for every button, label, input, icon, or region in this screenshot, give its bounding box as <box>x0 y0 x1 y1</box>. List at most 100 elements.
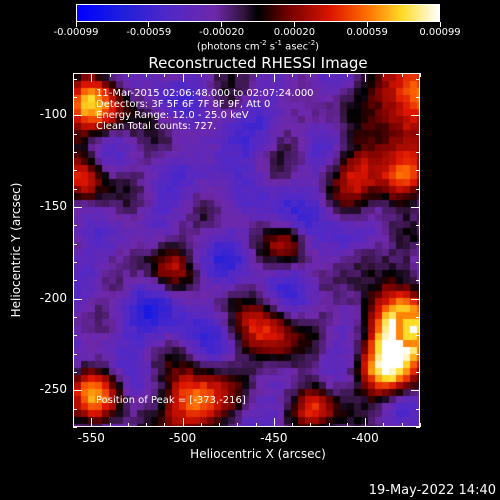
unit-text: (photons cm <box>196 41 260 53</box>
y-minor-tick <box>416 206 420 208</box>
x-tick-label: -500 <box>168 431 197 445</box>
colorbar-tick-label: -0.00020 <box>199 27 245 38</box>
rhessi-image <box>74 74 419 426</box>
y-minor-tick <box>73 206 77 208</box>
y-minor-tick <box>416 427 420 428</box>
x-minor-tick <box>383 73 385 77</box>
y-minor-tick <box>416 78 420 80</box>
x-minor-tick <box>273 73 275 77</box>
peak-position-label: Position of Peak = [-373,-216] <box>96 395 246 406</box>
x-tick <box>91 418 93 427</box>
y-tick <box>73 115 82 117</box>
y-minor-tick <box>73 390 77 392</box>
x-minor-tick <box>346 73 348 77</box>
y-tick <box>73 298 82 300</box>
unit-exponent: -1 <box>275 39 283 47</box>
chart-title: Reconstructed RHESSI Image <box>148 54 368 72</box>
x-minor-tick <box>273 423 275 427</box>
y-tick <box>411 298 420 300</box>
plot-area: 11-Mar-2015 02:06:48.000 to 02:07:24.000… <box>73 73 420 427</box>
y-minor-tick <box>73 371 77 373</box>
colorbar <box>76 4 440 22</box>
x-minor-tick <box>109 73 111 77</box>
y-minor-tick <box>73 316 77 318</box>
y-minor-tick <box>416 151 420 153</box>
y-minor-tick <box>73 225 77 227</box>
unit-exponent: -2 <box>259 39 267 47</box>
y-tick <box>73 206 82 208</box>
x-minor-tick <box>200 423 202 427</box>
x-minor-tick <box>346 423 348 427</box>
y-minor-tick <box>416 261 420 263</box>
y-tick <box>411 206 420 208</box>
y-minor-tick <box>73 115 77 117</box>
x-tick-label: -400 <box>351 431 379 445</box>
x-minor-tick <box>219 423 221 427</box>
colorbar-tick-label: 0.00059 <box>346 27 388 38</box>
x-minor-tick <box>292 423 294 427</box>
x-minor-tick <box>237 423 239 427</box>
unit-text: asec <box>282 41 309 53</box>
x-tick <box>91 73 93 82</box>
y-minor-tick <box>416 353 420 355</box>
y-minor-tick <box>73 96 77 98</box>
y-minor-tick <box>416 243 420 245</box>
x-minor-tick <box>328 73 330 77</box>
clean-counts-label: Clean Total counts: 727. <box>96 121 217 132</box>
x-tick <box>182 73 184 82</box>
x-minor-tick <box>310 423 312 427</box>
x-minor-tick <box>310 73 312 77</box>
x-axis-title: Heliocentric X (arcsec) <box>190 447 326 461</box>
x-minor-tick <box>255 73 257 77</box>
x-minor-tick <box>146 73 148 77</box>
y-minor-tick <box>73 427 77 428</box>
y-tick <box>411 390 420 392</box>
y-minor-tick <box>416 170 420 172</box>
plot-timestamp: 19-May-2022 14:40 <box>368 483 496 498</box>
x-tick <box>182 418 184 427</box>
y-minor-tick <box>73 280 77 282</box>
y-minor-tick <box>73 298 77 300</box>
colorbar-tick <box>439 22 441 27</box>
x-minor-tick <box>292 73 294 77</box>
energy-range-label: Energy Range: 12.0 - 25.0 keV <box>96 110 249 121</box>
y-minor-tick <box>416 280 420 282</box>
x-minor-tick <box>420 423 421 427</box>
x-minor-tick <box>109 423 111 427</box>
x-minor-tick <box>73 423 74 427</box>
colorbar-tick-label: -0.00059 <box>126 27 172 38</box>
x-minor-tick <box>383 423 385 427</box>
x-minor-tick <box>401 73 403 77</box>
y-minor-tick <box>73 408 77 410</box>
y-minor-tick <box>416 298 420 300</box>
colorbar-tick-label: -0.00099 <box>53 27 99 38</box>
x-minor-tick <box>91 423 93 427</box>
x-minor-tick <box>365 423 367 427</box>
x-minor-tick <box>146 423 148 427</box>
y-minor-tick <box>73 353 77 355</box>
x-tick-label: -550 <box>77 431 105 445</box>
x-minor-tick <box>255 423 257 427</box>
y-minor-tick <box>73 261 77 263</box>
y-minor-tick <box>73 243 77 245</box>
y-minor-tick <box>73 151 77 153</box>
time-range-label: 11-Mar-2015 02:06:48.000 to 02:07:24.000 <box>96 88 314 99</box>
colorbar-tick-label: 0.00099 <box>419 27 461 38</box>
y-minor-tick <box>416 408 420 410</box>
x-tick <box>365 418 367 427</box>
y-minor-tick <box>416 316 420 318</box>
colorbar-tick <box>75 22 77 27</box>
x-minor-tick <box>127 73 129 77</box>
colorbar-tick <box>148 22 150 27</box>
x-minor-tick <box>401 423 403 427</box>
y-axis-title: Heliocentric Y (arcsec) <box>9 182 23 318</box>
y-tick-label: -100 <box>39 107 67 122</box>
colorbar-tick <box>221 22 223 27</box>
y-minor-tick <box>416 188 420 190</box>
x-minor-tick <box>91 73 93 77</box>
y-tick-label: -200 <box>39 290 67 305</box>
y-minor-tick <box>416 133 420 135</box>
x-minor-tick <box>182 423 184 427</box>
y-minor-tick <box>73 170 77 172</box>
x-minor-tick <box>237 73 239 77</box>
